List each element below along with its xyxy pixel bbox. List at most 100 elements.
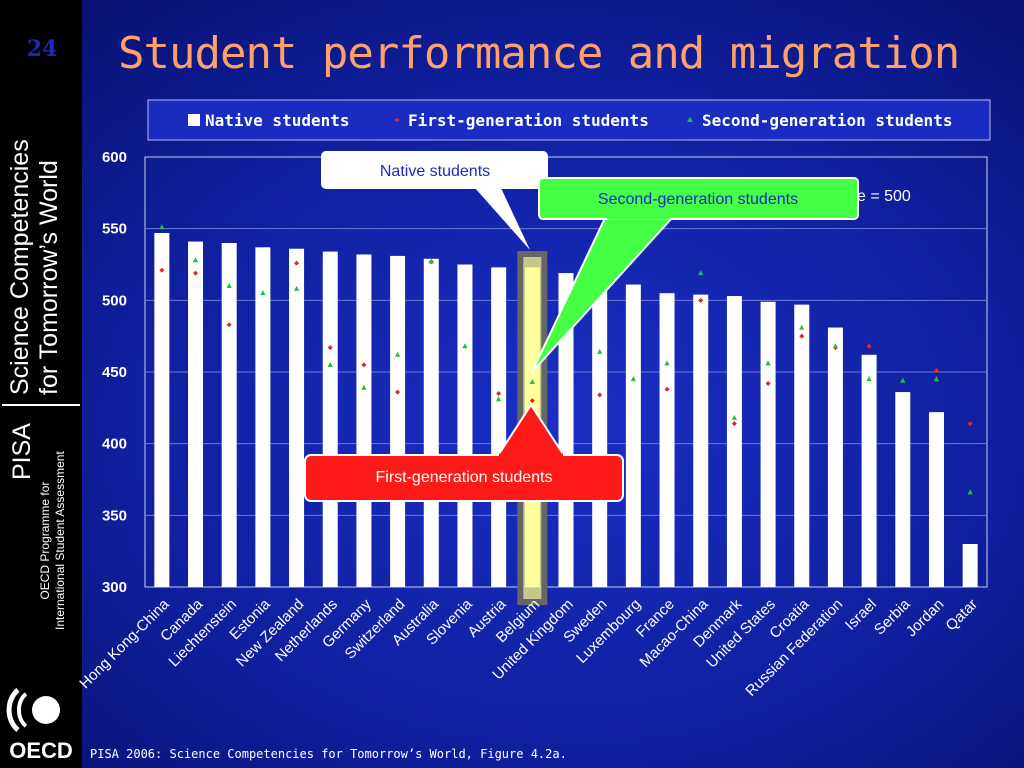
bar-native [255, 247, 271, 588]
marker-second-gen [799, 324, 805, 330]
marker-first-gen [327, 345, 333, 351]
y-tick-labels: 300 350 400 450 500 550 600 [102, 149, 127, 596]
legend-box [147, 99, 991, 141]
marker-first-gen [294, 260, 300, 266]
legend-first-gen-marker [394, 118, 400, 122]
marker-first-gen [698, 297, 704, 303]
bar-native [390, 255, 406, 587]
bar-native [760, 301, 776, 587]
bar-native [289, 248, 305, 587]
slide-number: 24 [26, 36, 58, 62]
marker-first-gen [799, 333, 805, 339]
marker-second-gen [327, 361, 333, 367]
marker-second-gen [664, 360, 670, 366]
marker-second-gen [731, 414, 737, 420]
marker-second-gen [765, 360, 771, 366]
marker-first-gen [496, 391, 502, 396]
bar-native [928, 412, 944, 587]
bar-native [491, 267, 507, 587]
markers [159, 224, 973, 495]
marker-second-gen [630, 376, 636, 382]
bar-native [457, 264, 473, 587]
marker-first-gen [866, 343, 872, 349]
marker-second-gen [597, 348, 603, 354]
bar-native [895, 392, 911, 587]
bars [154, 232, 978, 588]
legend-first-gen-label: First-generation students [408, 111, 649, 130]
callout-native: Native students [321, 151, 548, 250]
y-tick-label: 550 [102, 221, 127, 238]
marker-second-gen [496, 396, 502, 402]
marker-second-gen [192, 257, 199, 263]
marker-second-gen [967, 489, 973, 495]
marker-second-gen [529, 379, 535, 385]
marker-first-gen [597, 392, 603, 398]
marker-second-gen [226, 283, 232, 288]
marker-first-gen [967, 421, 973, 427]
marker-first-gen [731, 421, 737, 427]
y-tick-label: 300 [102, 579, 127, 596]
marker-first-gen [361, 362, 367, 368]
x-tick-label: Hong Kong-China [76, 595, 173, 692]
bar-native [322, 251, 338, 587]
footnote: PISA 2006: Science Competencies for Tomo… [90, 747, 567, 761]
legend-second-gen-label: Second-generation students [702, 111, 952, 130]
legend: Native students First-generation student… [147, 99, 991, 141]
marker-second-gen [159, 224, 165, 230]
slide-title: Student performance and migration [118, 28, 960, 79]
bar-native [726, 296, 742, 587]
y-tick-label: 400 [102, 436, 127, 453]
partial-note: e = 500 [857, 188, 911, 205]
marker-first-gen [529, 398, 535, 404]
legend-second-gen-marker [687, 117, 693, 122]
bar-native [962, 544, 978, 587]
bar-native [693, 294, 709, 587]
bar-native [221, 243, 237, 587]
marker-first-gen [933, 368, 939, 374]
marker-second-gen [428, 258, 434, 264]
oecd-logo-icon: OECD [6, 688, 73, 762]
callout-first-gen-text: First-generation students [376, 469, 553, 486]
callout-second-gen: Second-generation students [531, 177, 859, 373]
x-tick-labels: Hong Kong-ChinaCanadaLiechtensteinEstoni… [76, 595, 981, 699]
bar-native [188, 241, 204, 588]
marker-second-gen [698, 270, 704, 276]
bar-native [558, 273, 574, 587]
legend-native-label: Native students [205, 111, 350, 130]
marker-second-gen [260, 290, 266, 296]
marker-first-gen [765, 380, 771, 386]
marker-second-gen [395, 351, 401, 357]
bar-native [659, 293, 675, 587]
y-tick-label: 450 [102, 364, 127, 381]
marker-first-gen [226, 322, 232, 328]
bar-native [592, 278, 608, 587]
x-tick-label: Jordan [903, 596, 947, 640]
x-tick-label: Qatar [942, 596, 981, 635]
marker-second-gen [933, 376, 940, 382]
marker-first-gen [159, 267, 165, 273]
marker-second-gen [293, 285, 300, 291]
sidebar: 24 Science Competencies for Tomorrow’s W… [0, 0, 82, 768]
marker-second-gen [832, 343, 839, 349]
marker-second-gen [462, 343, 468, 349]
bar-native [423, 258, 439, 587]
bar-native [861, 354, 877, 587]
marker-first-gen [664, 386, 670, 392]
callout-second-gen-text: Second-generation students [598, 191, 798, 208]
y-tick-label: 500 [102, 292, 127, 309]
oecd-logo-text: OECD [9, 738, 73, 762]
y-tick-label: 350 [102, 507, 127, 524]
marker-first-gen [193, 270, 199, 276]
bar-native [154, 232, 170, 587]
bar-native [356, 254, 372, 587]
bar-native [625, 284, 641, 587]
callout-first-gen: First-generation students [304, 403, 624, 502]
legend-native-swatch [188, 114, 200, 126]
marker-first-gen [395, 389, 401, 395]
brand-divider [2, 404, 80, 406]
callout-native-text: Native students [380, 163, 490, 180]
bar-native [827, 327, 843, 587]
marker-second-gen [361, 384, 367, 390]
bar-native [794, 304, 810, 587]
